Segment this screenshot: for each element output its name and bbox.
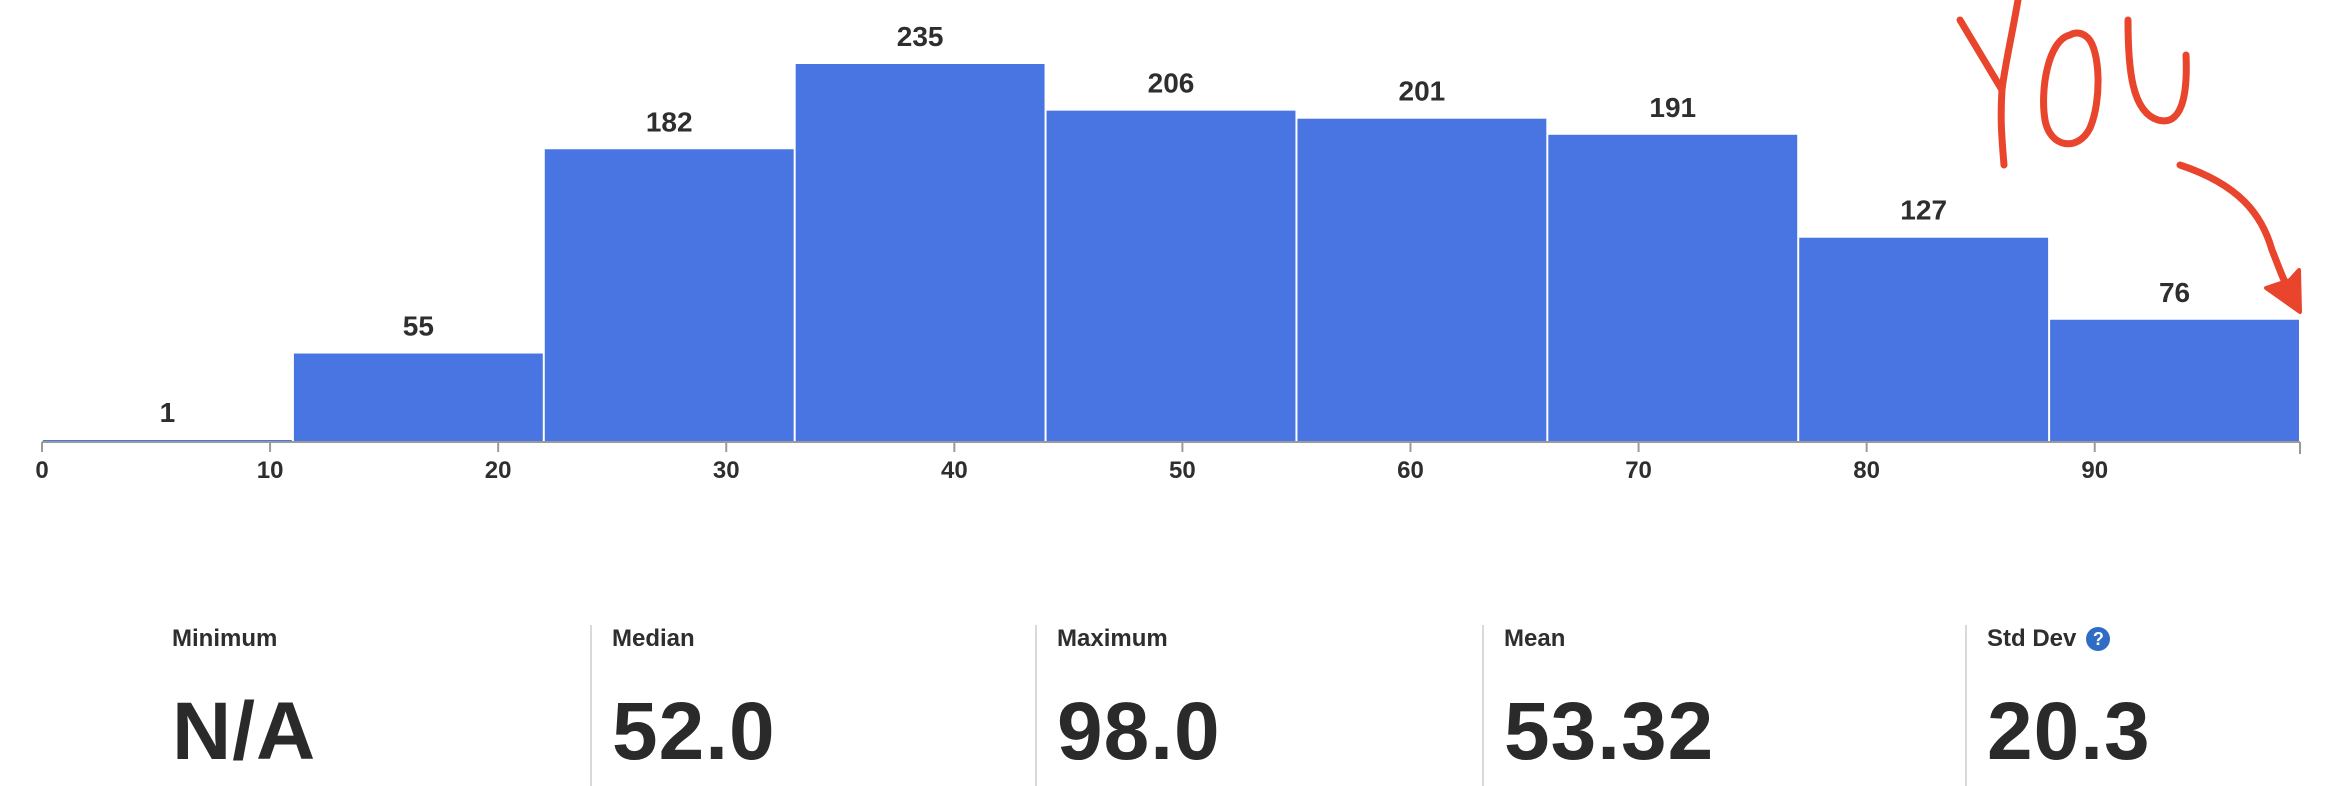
stat-median: Median 52.0 <box>592 595 1034 786</box>
bar-value-labels: 1 55 182 235 206 201 191 127 76 <box>160 21 2190 428</box>
stat-value-maximum: 98.0 <box>1057 686 1221 777</box>
stat-minimum: Minimum N/A <box>0 595 590 786</box>
stat-value-mean: 53.32 <box>1504 686 1715 777</box>
help-icon[interactable]: ? <box>2086 627 2111 651</box>
histogram-bar[interactable] <box>1046 110 1296 443</box>
histogram-bar[interactable] <box>1548 134 1798 442</box>
x-axis-tick-label: 0 <box>35 457 48 484</box>
bar-value-label: 55 <box>403 311 434 342</box>
annotation-arrowhead <box>2264 268 2302 314</box>
stat-mean: Mean 53.32 <box>1484 595 1964 786</box>
x-axis-tick-label: 70 <box>1625 457 1652 484</box>
annotation-arrow-shaft <box>2176 161 2294 296</box>
x-axis: 0 10 20 30 40 50 60 70 80 90 <box>35 441 2301 484</box>
histogram-bar[interactable] <box>1297 118 1547 442</box>
x-axis-tick-label: 80 <box>1853 457 1880 484</box>
bar-value-label: 127 <box>1900 195 1947 226</box>
bar-value-label: 182 <box>646 106 693 137</box>
stat-label-mean: Mean <box>1504 625 1566 652</box>
bar-value-label: 1 <box>160 397 176 428</box>
annotation-letter-u <box>2124 16 2190 125</box>
stat-label-minimum: Minimum <box>172 625 278 652</box>
stat-label-std-dev: Std Dev ? <box>1987 625 2111 653</box>
histogram-bar[interactable] <box>544 149 794 442</box>
x-axis-tick-label: 20 <box>485 457 512 484</box>
histogram-bar[interactable] <box>293 353 543 442</box>
x-axis-tick-label: 30 <box>713 457 740 484</box>
stat-divider <box>590 625 592 786</box>
stat-label-maximum: Maximum <box>1057 625 1168 652</box>
x-axis-tick-label: 40 <box>941 457 968 484</box>
stat-divider <box>1965 625 1967 786</box>
stat-value-median: 52.0 <box>612 686 776 777</box>
stat-value-minimum: N/A <box>172 686 317 777</box>
you-annotation <box>1956 0 2302 314</box>
histogram-chart: 1 55 182 235 206 201 191 127 76 0 10 20 30 40 50 60 70 8… <box>35 0 2302 484</box>
histogram-bar[interactable] <box>1799 237 2049 442</box>
histogram-bar[interactable] <box>2050 319 2299 442</box>
stat-divider <box>1482 625 1484 786</box>
x-axis-tick-label: 90 <box>2081 457 2108 484</box>
bar-value-label: 191 <box>1649 92 1696 123</box>
stat-maximum: Maximum 98.0 <box>1037 595 1481 786</box>
bar-value-label: 76 <box>2159 277 2190 308</box>
histogram-bars <box>43 64 2299 443</box>
stat-value-std-dev: 20.3 <box>1987 686 2151 777</box>
annotation-letter-o <box>2040 29 2102 148</box>
bar-value-label: 235 <box>897 21 944 52</box>
x-axis-tick-label: 10 <box>257 457 284 484</box>
stat-std-dev: Std Dev ? 20.3 <box>1967 595 2326 786</box>
annotation-letter-y <box>1956 0 2022 169</box>
x-axis-tick-label: 50 <box>1169 457 1196 484</box>
summary-statistics: Minimum N/A Median 52.0 Maximum 98.0 Mea… <box>0 595 2326 786</box>
bar-value-label: 206 <box>1148 68 1195 99</box>
histogram-bar[interactable] <box>795 64 1045 442</box>
x-axis-tick-label: 60 <box>1397 457 1424 484</box>
stat-label-std-dev-text: Std Dev <box>1987 625 2077 652</box>
stat-divider <box>1035 625 1037 786</box>
stat-label-median: Median <box>612 625 695 652</box>
bar-value-label: 201 <box>1399 76 1446 107</box>
